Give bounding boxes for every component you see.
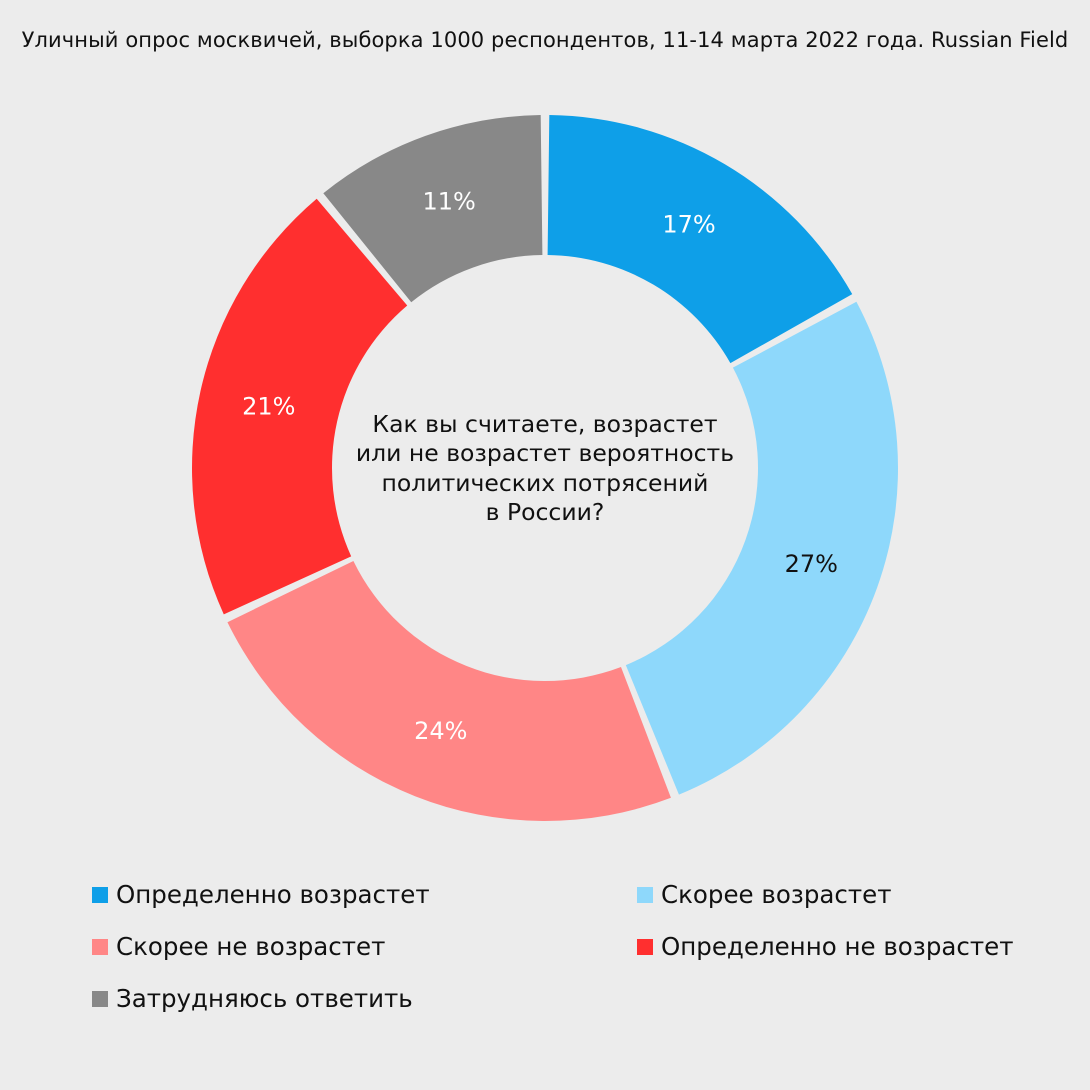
donut-slice-labels: 17% 27% 24% 21% 11% <box>242 188 838 745</box>
slice-value-label: 17% <box>662 210 715 238</box>
donut-slice <box>547 115 853 364</box>
legend-label: Определенно не возрастет <box>661 932 1014 961</box>
legend-label: Скорее не возрастет <box>116 932 386 961</box>
center-question: Как вы считаете, возрастет или не возрас… <box>345 410 745 528</box>
legend-item-definitely-increase: Определенно возрастет <box>92 880 430 909</box>
legend-label: Затрудняюсь ответить <box>116 984 413 1013</box>
legend-item-definitely-not-increase: Определенно не возрастет <box>637 932 1013 961</box>
donut-slice <box>625 301 898 795</box>
center-question-line: в России? <box>485 498 605 527</box>
legend-swatch <box>637 886 653 903</box>
legend-swatch <box>92 938 108 955</box>
slice-value-label: 21% <box>242 392 295 420</box>
legend-swatch <box>637 938 653 955</box>
donut-slice <box>323 115 543 303</box>
center-question-line: политических потрясений <box>381 468 709 497</box>
slice-value-label: 27% <box>785 550 838 578</box>
legend-swatch <box>92 990 108 1007</box>
chart-subtitle: Уличный опрос москвичей, выборка 1000 ре… <box>21 28 1069 52</box>
center-question-line: или не возрастет вероятность <box>355 439 735 468</box>
donut-slice <box>227 561 671 821</box>
legend-swatch <box>92 886 108 903</box>
legend-item-rather-increase: Скорее возрастет <box>637 880 892 909</box>
legend-item-rather-not-increase: Скорее не возрастет <box>92 932 385 961</box>
donut-slices <box>191 115 898 821</box>
legend-label: Определенно возрастет <box>116 880 430 909</box>
slice-value-label: 24% <box>414 717 467 745</box>
legend-label: Скорее возрастет <box>661 880 892 909</box>
donut-slice <box>191 198 408 615</box>
legend: Определенно возрастет Скорее возрастет С… <box>92 880 1042 1040</box>
center-question-line: Как вы считаете, возрастет <box>372 410 718 438</box>
slice-value-label: 11% <box>422 188 475 216</box>
legend-item-hard-to-answer: Затрудняюсь ответить <box>92 984 413 1013</box>
